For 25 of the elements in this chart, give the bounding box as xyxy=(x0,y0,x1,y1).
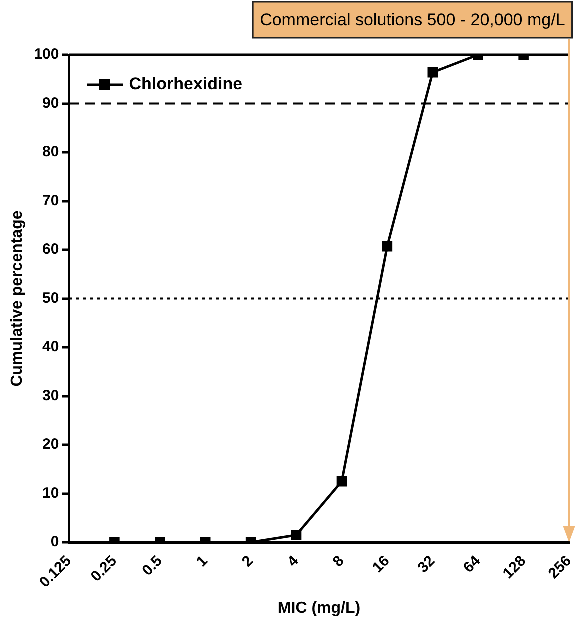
x-tick-label: 64 xyxy=(460,552,485,576)
y-tick-label: 70 xyxy=(42,192,60,210)
x-tick-label: 32 xyxy=(414,552,439,576)
y-axis-title: Cumulative percentage xyxy=(9,210,26,387)
x-tick-label: 4 xyxy=(284,552,303,571)
y-tick-label: 40 xyxy=(42,338,60,356)
y-tick-label: 10 xyxy=(42,484,60,502)
y-tick-label: 50 xyxy=(42,290,60,307)
x-tick-label: 16 xyxy=(369,552,394,576)
y-tick-label: 90 xyxy=(42,94,60,112)
x-tick-label: 2 xyxy=(238,552,257,571)
y-tick-label: 0 xyxy=(50,534,60,551)
x-tick-label: 0.5 xyxy=(139,552,166,580)
x-axis-title: MIC (mg/L) xyxy=(278,600,361,617)
y-tick-label: 20 xyxy=(42,436,60,454)
y-tick-label: 80 xyxy=(42,144,60,161)
x-tick-label: 8 xyxy=(330,552,348,571)
y-tick-label: 30 xyxy=(42,387,60,404)
y-tick-label: 100 xyxy=(34,46,60,64)
x-tick-label: 128 xyxy=(500,552,530,582)
y-tick-label: 60 xyxy=(42,241,60,258)
x-tick-label: 1 xyxy=(193,552,212,571)
x-tick-label: 256 xyxy=(545,552,576,582)
legend-label: Chlorhexidine xyxy=(129,74,243,94)
ref-line-label: Commercial solutions 500 - 20,000 mg/L xyxy=(260,10,566,30)
